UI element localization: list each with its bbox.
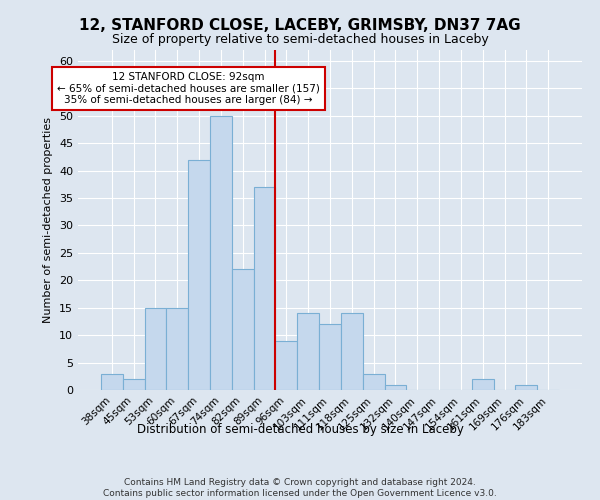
Bar — [101, 374, 123, 390]
Bar — [166, 308, 188, 390]
Text: 12, STANFORD CLOSE, LACEBY, GRIMSBY, DN37 7AG: 12, STANFORD CLOSE, LACEBY, GRIMSBY, DN3… — [79, 18, 521, 32]
Bar — [232, 270, 254, 390]
Y-axis label: Number of semi-detached properties: Number of semi-detached properties — [43, 117, 53, 323]
Bar — [210, 116, 232, 390]
Bar — [472, 379, 494, 390]
Bar — [123, 379, 145, 390]
Bar — [297, 313, 319, 390]
Bar — [385, 384, 406, 390]
Bar — [275, 340, 297, 390]
Bar — [515, 384, 537, 390]
Text: 12 STANFORD CLOSE: 92sqm
← 65% of semi-detached houses are smaller (157)
35% of : 12 STANFORD CLOSE: 92sqm ← 65% of semi-d… — [57, 72, 320, 105]
Bar — [363, 374, 385, 390]
Bar — [341, 313, 363, 390]
Text: Size of property relative to semi-detached houses in Laceby: Size of property relative to semi-detach… — [112, 32, 488, 46]
Bar — [319, 324, 341, 390]
Bar — [254, 187, 275, 390]
Text: Contains HM Land Registry data © Crown copyright and database right 2024.
Contai: Contains HM Land Registry data © Crown c… — [103, 478, 497, 498]
Bar — [145, 308, 166, 390]
Bar — [188, 160, 210, 390]
Text: Distribution of semi-detached houses by size in Laceby: Distribution of semi-detached houses by … — [137, 422, 463, 436]
